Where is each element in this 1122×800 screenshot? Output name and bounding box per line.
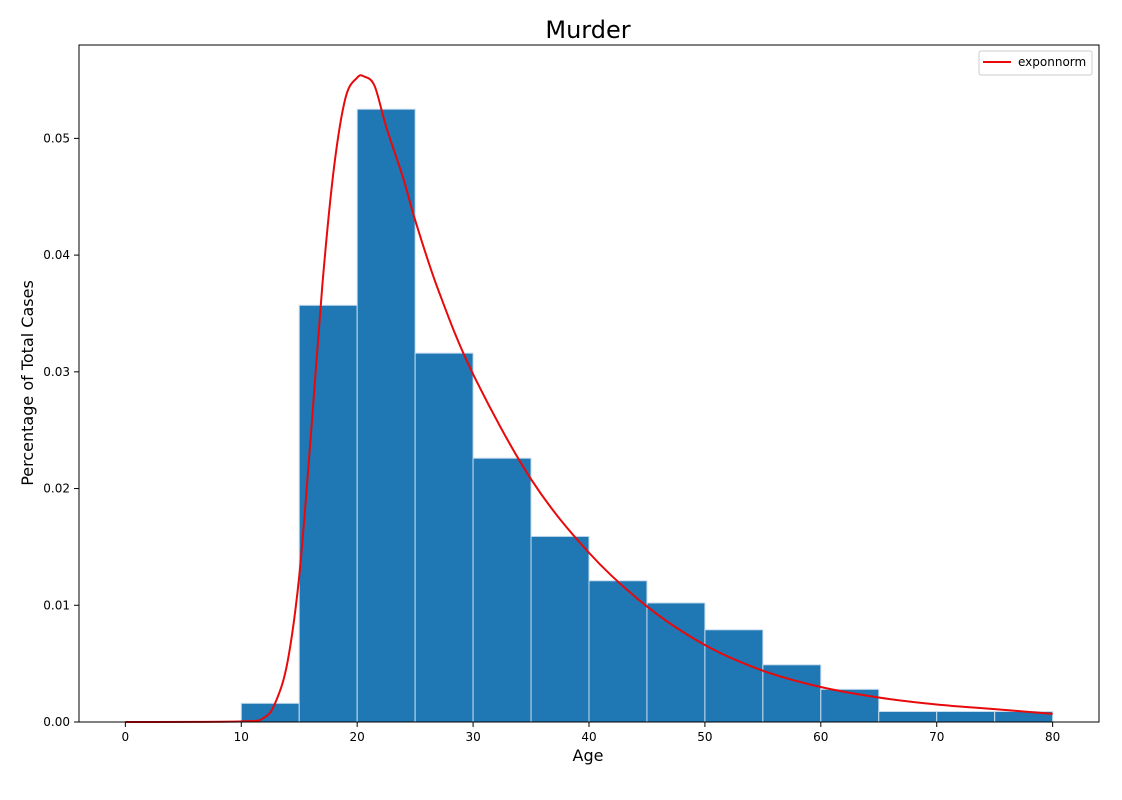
x-tick-label-50: 50 [697,730,712,744]
bar-50-55 [704,629,764,723]
x-tick-label-30: 30 [465,730,480,744]
y-tick-label-1: 0.01 [43,598,70,612]
y-tick-label-4: 0.04 [43,248,70,262]
bar-35-40 [530,535,590,723]
y-tick-label-5: 0.05 [43,131,70,145]
x-tick-label-70: 70 [929,730,944,744]
bar-60-65 [820,688,880,723]
legend: exponnorm [978,50,1093,76]
y-tick-label-0: 0.00 [43,715,70,729]
bar-20-25 [356,108,416,723]
x-axis-ticks: 0 10 20 30 40 50 60 70 80 [122,722,1060,744]
x-tick-label-10: 10 [234,730,249,744]
x-tick-label-40: 40 [581,730,596,744]
bar-25-30 [414,352,474,723]
x-tick-label-20: 20 [350,730,365,744]
x-tick-label-0: 0 [122,730,130,744]
y-axis-ticks: 0.00 0.01 0.02 0.03 0.04 0.05 [43,131,79,729]
histogram-bars [240,108,1054,723]
bar-45-50 [646,602,706,723]
bar-65-70 [878,710,938,723]
y-axis-label: Percentage of Total Cases [18,280,37,486]
bar-30-35 [472,457,532,723]
chart-title: Murder [545,16,630,44]
bar-15-20 [298,304,358,723]
bar-70-75 [936,710,996,723]
fit-curve-exponnorm [125,74,1053,723]
legend-box [978,50,1093,76]
legend-label-exponnorm: exponnorm [1018,55,1086,69]
x-axis-label: Age [573,746,604,765]
fit-curve-layer [125,74,1053,723]
x-tick-label-80: 80 [1045,730,1060,744]
bar-40-45 [588,580,648,723]
y-tick-label-2: 0.02 [43,482,70,496]
y-tick-label-3: 0.03 [43,365,70,379]
x-tick-label-60: 60 [813,730,828,744]
